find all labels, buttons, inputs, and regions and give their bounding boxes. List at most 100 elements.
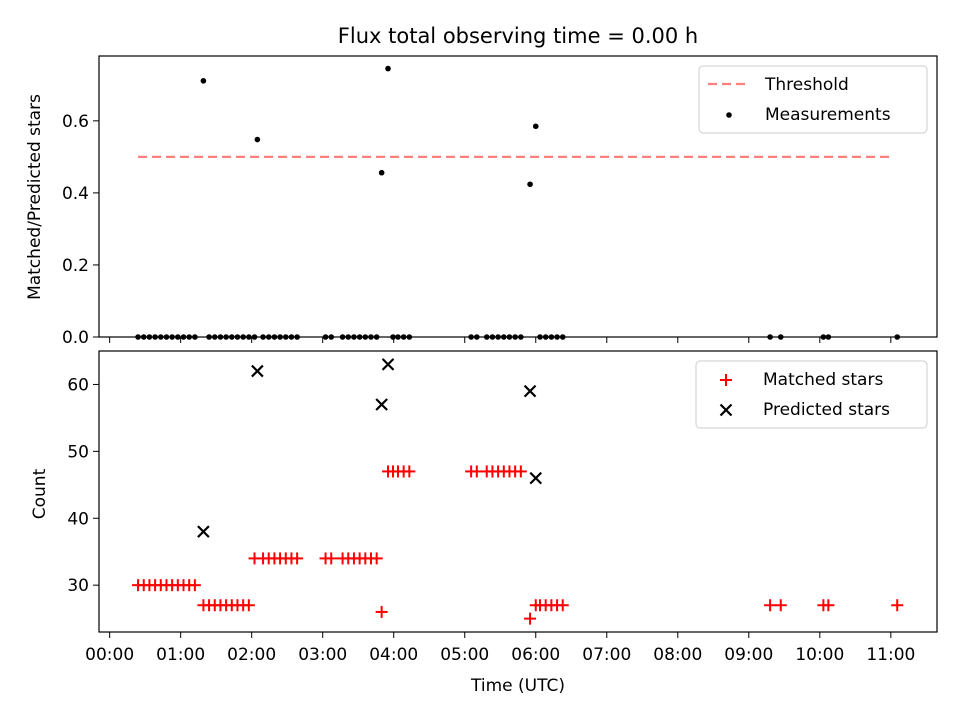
legend-predicted-swatch bbox=[719, 403, 733, 417]
top-x-axis bbox=[109, 337, 892, 343]
measurement-point bbox=[180, 334, 187, 340]
bottom-x-tick-label: 08:00 bbox=[653, 645, 702, 665]
measurement-point bbox=[559, 334, 566, 340]
measurement-point bbox=[777, 334, 784, 340]
measurement-point bbox=[192, 334, 198, 340]
legend-threshold-label: Threshold bbox=[764, 75, 849, 95]
measurement-point bbox=[527, 181, 533, 188]
legend-measurements-label: Measurements bbox=[765, 105, 891, 125]
measurement-point bbox=[385, 65, 391, 72]
bottom-x-tick-label: 04:00 bbox=[369, 645, 418, 665]
measurement-point bbox=[495, 334, 501, 340]
measurement-point bbox=[206, 334, 212, 340]
measurement-point bbox=[152, 334, 158, 340]
measurement-point bbox=[894, 334, 901, 340]
measurement-point bbox=[254, 136, 261, 143]
measurement-point bbox=[234, 334, 241, 340]
legend-predicted-marker bbox=[719, 403, 733, 417]
measurement-point bbox=[157, 334, 164, 340]
measurement-point bbox=[251, 334, 258, 340]
measurement-point bbox=[489, 334, 496, 340]
measurement-point bbox=[368, 334, 374, 340]
matched-star-marker bbox=[325, 552, 338, 565]
measurement-point bbox=[229, 334, 235, 340]
matched-star-marker bbox=[370, 552, 383, 565]
measurement-point bbox=[322, 334, 329, 340]
measurement-point bbox=[282, 334, 289, 340]
measurement-point bbox=[468, 334, 474, 340]
bottom-x-tick-label: 00:00 bbox=[85, 645, 134, 665]
legend-matched-swatch bbox=[720, 374, 732, 386]
legend-predicted-label: Predicted stars bbox=[763, 400, 890, 420]
matched-star-marker bbox=[188, 579, 201, 592]
chart-title: Flux total observing time = 0.00 h bbox=[338, 24, 698, 48]
measurement-point bbox=[554, 334, 560, 340]
bottom-y-tick-label: 50 bbox=[67, 442, 89, 462]
measurement-point bbox=[260, 334, 266, 340]
bottom-y-axis: 30 40 50 60 bbox=[67, 375, 99, 596]
top-y-tick-label: 0.6 bbox=[62, 112, 89, 132]
matched-star-marker bbox=[556, 599, 569, 612]
legend-predicted-marker-b bbox=[719, 403, 733, 417]
measurement-point bbox=[240, 334, 246, 340]
measurement-point bbox=[146, 334, 153, 340]
bottom-legend: Matched stars Predicted stars bbox=[695, 360, 928, 429]
matched-star-marker bbox=[822, 599, 835, 612]
measurement-point bbox=[373, 334, 380, 340]
measurement-point bbox=[548, 334, 555, 340]
predicted-star-marker bbox=[523, 384, 537, 398]
measurement-point bbox=[500, 334, 507, 340]
predicted-star-marker-b bbox=[375, 398, 388, 411]
matched-star-marker bbox=[764, 599, 777, 612]
matched-star-marker bbox=[891, 599, 904, 612]
legend-matched-marker bbox=[720, 374, 732, 386]
measurement-point bbox=[140, 334, 147, 340]
predicted-star-marker-b bbox=[523, 384, 537, 398]
measurement-point bbox=[378, 169, 385, 176]
predicted-star-marker bbox=[251, 364, 264, 378]
measurement-point bbox=[135, 334, 141, 340]
measurement-point bbox=[351, 334, 357, 340]
matched-star-marker bbox=[524, 612, 537, 625]
matched-star-marker bbox=[774, 599, 787, 612]
measurement-point bbox=[356, 334, 363, 340]
measurement-point bbox=[506, 334, 513, 340]
measurement-point bbox=[223, 334, 229, 340]
measurement-point bbox=[169, 334, 175, 340]
predicted-star-marker-b bbox=[529, 471, 543, 485]
matched-star-marker bbox=[375, 605, 388, 618]
measurement-point bbox=[186, 334, 192, 340]
bottom-plot-frame bbox=[98, 350, 938, 633]
predicted-star-marker-b bbox=[381, 358, 395, 371]
measurement-point bbox=[277, 334, 283, 340]
bottom-x-tick-label: 05:00 bbox=[440, 645, 489, 665]
top-y-axis: 0.0 0.2 0.4 0.6 bbox=[62, 112, 99, 348]
matched-star-marker bbox=[514, 465, 527, 478]
matched-star-marker bbox=[403, 465, 416, 478]
top-y-axis-label: Matched/Predicted stars bbox=[25, 94, 45, 300]
bottom-x-tick-label: 09:00 bbox=[724, 645, 773, 665]
bottom-y-tick-label: 60 bbox=[67, 375, 89, 395]
top-y-tick-label: 0.4 bbox=[62, 184, 89, 204]
top-plot-frame bbox=[98, 55, 938, 338]
measurement-point bbox=[265, 334, 272, 340]
measurement-point bbox=[175, 334, 181, 340]
measurement-point bbox=[345, 334, 352, 340]
bottom-x-tick-label: 07:00 bbox=[582, 645, 631, 665]
predicted-star-marker bbox=[529, 471, 543, 485]
measurement-point bbox=[294, 334, 300, 340]
measurement-point bbox=[211, 334, 218, 340]
bottom-x-tick-label: 01:00 bbox=[156, 645, 205, 665]
top-legend-box bbox=[698, 65, 928, 134]
predicted-star-marker bbox=[375, 398, 388, 411]
measurement-point bbox=[820, 334, 827, 340]
bottom-x-axis: 00:00 01:00 02:00 03:00 04:00 05:00 06:00 07:00… bbox=[85, 632, 915, 665]
measurement-points bbox=[135, 65, 901, 340]
measurement-point bbox=[512, 334, 518, 340]
measurement-point bbox=[395, 334, 401, 340]
top-legend: Threshold Measurements bbox=[698, 65, 928, 134]
top-y-tick-label: 0.0 bbox=[62, 328, 89, 348]
measurement-point bbox=[767, 334, 773, 340]
